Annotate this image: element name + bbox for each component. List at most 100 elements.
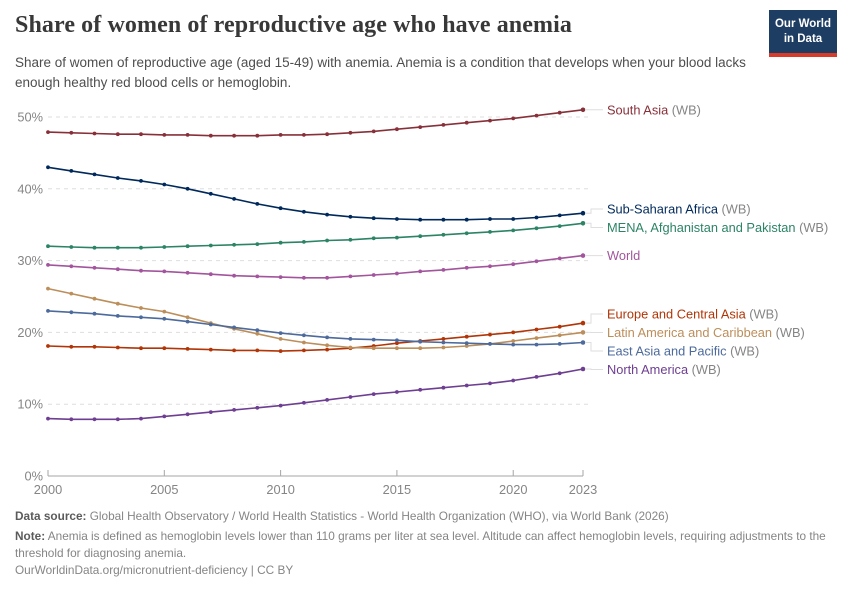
label-connector (585, 342, 603, 352)
data-point (464, 231, 469, 236)
data-point (464, 344, 469, 348)
data-point (232, 133, 237, 138)
owid-logo: Our World in Data (769, 10, 837, 57)
data-point (395, 127, 399, 132)
data-point (418, 269, 423, 274)
series-label[interactable]: Europe and Central Asia (WB) (607, 307, 778, 322)
data-point (580, 210, 586, 216)
data-point (302, 400, 306, 405)
x-axis-tick-label: 2010 (266, 482, 294, 497)
data-point (208, 347, 213, 352)
data-point (162, 182, 167, 187)
series-label[interactable]: MENA, Afghanistan and Pakistan (WB) (607, 220, 828, 235)
data-point (278, 133, 283, 137)
data-point (278, 206, 283, 211)
series-label[interactable]: East Asia and Pacific (WB) (607, 344, 759, 359)
data-point (511, 330, 516, 335)
data-point (325, 212, 329, 217)
series-label[interactable]: World (607, 248, 640, 263)
series-label[interactable]: South Asia (WB) (607, 102, 701, 117)
data-point (557, 110, 562, 115)
data-point (371, 236, 376, 241)
y-axis-tick-label: 40% (17, 181, 43, 196)
data-point (185, 412, 190, 417)
datasource-label: Data source: (15, 509, 87, 523)
data-point (511, 217, 516, 221)
series-label[interactable]: Latin America and Caribbean (WB) (607, 325, 805, 340)
data-point (557, 371, 562, 376)
data-point (534, 215, 539, 220)
data-point (232, 273, 237, 278)
data-point (69, 310, 74, 315)
data-point (232, 325, 237, 330)
data-point (557, 342, 562, 346)
page-title: Share of women of reproductive age who h… (15, 12, 572, 38)
data-point (557, 224, 562, 229)
data-point (162, 269, 167, 274)
data-point (534, 226, 539, 231)
data-point (92, 344, 97, 349)
data-point (115, 314, 120, 318)
data-point (46, 286, 50, 291)
data-point (557, 333, 562, 338)
page-subtitle: Share of women of reproductive age (aged… (15, 55, 746, 90)
data-point (488, 230, 492, 234)
data-point (325, 343, 329, 348)
data-point (208, 243, 213, 248)
data-point (511, 262, 516, 267)
data-point (511, 228, 516, 233)
data-point (302, 209, 306, 214)
data-point (139, 416, 143, 421)
data-point (395, 271, 399, 276)
data-point (534, 327, 539, 332)
data-point (371, 273, 376, 277)
logo-text-line2: in Data (783, 32, 823, 45)
data-point (46, 130, 50, 135)
data-point (185, 347, 190, 351)
data-point (395, 217, 399, 221)
data-point (580, 107, 586, 113)
data-point (232, 242, 237, 247)
series-line (47, 322, 584, 352)
data-point (255, 242, 260, 247)
data-point (115, 345, 120, 350)
x-axis-tick-label: 2000 (34, 482, 62, 497)
y-axis-tick-label: 0% (25, 469, 44, 484)
data-point (464, 217, 469, 222)
data-point (488, 264, 492, 269)
series-label[interactable]: North America (WB) (607, 362, 721, 377)
data-point (162, 316, 167, 321)
data-point (255, 274, 260, 279)
data-point (162, 133, 167, 137)
data-point (115, 267, 120, 272)
data-point (69, 130, 74, 135)
data-point (441, 345, 446, 350)
data-point (580, 320, 586, 326)
data-point (46, 309, 50, 313)
data-point (46, 416, 50, 421)
data-point (511, 378, 516, 383)
data-point (232, 348, 237, 353)
data-point (278, 240, 283, 245)
data-point (92, 296, 97, 301)
data-point (278, 349, 283, 353)
data-point (348, 337, 353, 341)
data-point (302, 133, 306, 137)
data-point (580, 253, 586, 258)
data-point (464, 120, 469, 125)
data-point (371, 129, 376, 134)
data-point (371, 346, 376, 351)
data-point (232, 408, 237, 412)
data-point (534, 342, 539, 347)
data-point (232, 197, 237, 201)
data-point (115, 132, 120, 137)
series-label[interactable]: Sub-Saharan Africa (WB) (607, 202, 751, 217)
x-axis-tick-label: 2023 (569, 482, 597, 497)
data-point (115, 301, 120, 306)
datasource-text: Global Health Observatory / World Health… (86, 509, 669, 523)
data-point (255, 328, 260, 333)
note-label: Note: (15, 529, 46, 543)
data-point (557, 324, 562, 329)
data-point (255, 133, 260, 138)
